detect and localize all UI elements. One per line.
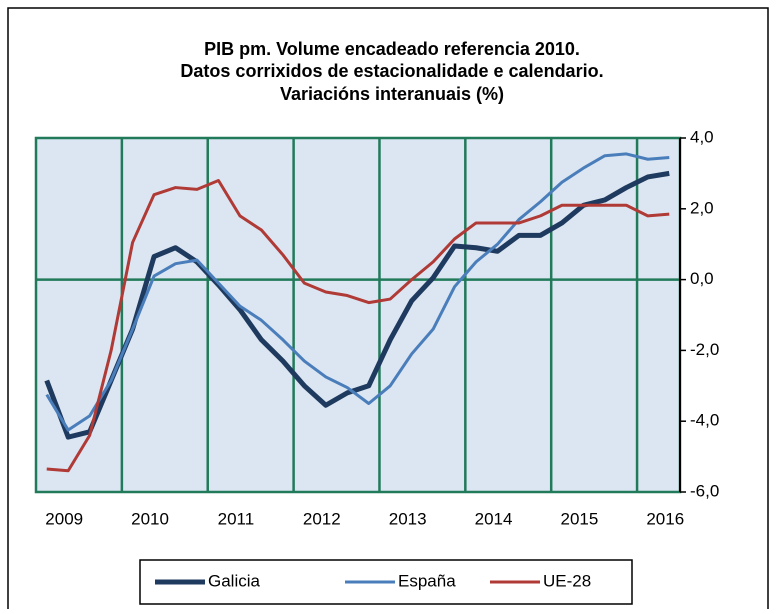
y-tick-label: -2,0 <box>690 340 719 359</box>
chart-title: Datos corrixidos de estacionalidade e ca… <box>180 61 603 81</box>
x-tick-label: 2009 <box>45 509 83 528</box>
x-tick-label: 2013 <box>389 509 427 528</box>
y-tick-label: 4,0 <box>690 127 714 146</box>
series-line <box>45 152 670 432</box>
series-line <box>46 178 670 473</box>
x-tick-label: 2016 <box>646 509 684 528</box>
chart-title: Variacións interanuais (%) <box>280 84 504 104</box>
legend-label: UE-28 <box>543 571 591 590</box>
y-tick-label: -6,0 <box>690 481 719 500</box>
y-tick-label: 2,0 <box>690 198 714 217</box>
series-line <box>44 170 670 440</box>
y-tick-label: 0,0 <box>690 269 714 288</box>
x-tick-label: 2015 <box>560 509 598 528</box>
plot-area <box>36 138 680 492</box>
chart-title: PIB pm. Volume encadeado referencia 2010… <box>204 39 580 59</box>
x-tick-label: 2010 <box>131 509 169 528</box>
x-tick-label: 2011 <box>218 509 255 528</box>
x-tick-label: 2012 <box>303 509 341 528</box>
y-tick-label: -4,0 <box>690 411 719 430</box>
legend-label: España <box>398 571 456 590</box>
legend-label: Galicia <box>208 571 261 590</box>
x-tick-label: 2014 <box>475 509 513 528</box>
